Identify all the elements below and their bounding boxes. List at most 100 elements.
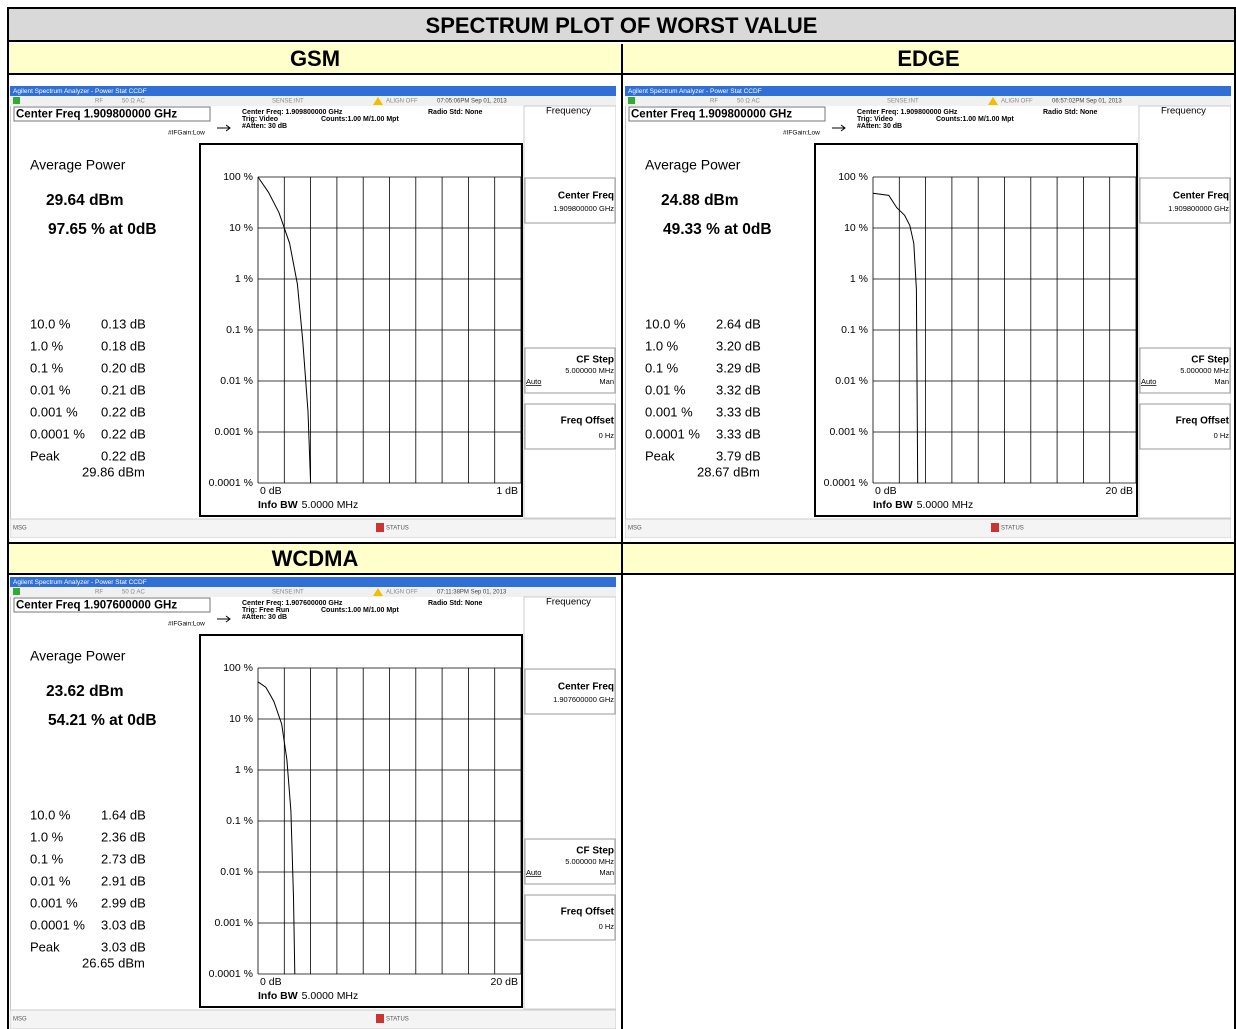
softkey-value: 1.907600000 GHz <box>553 695 614 704</box>
status-icon <box>991 523 999 532</box>
stat-label: 1.0 % <box>30 829 64 844</box>
softkey-button[interactable] <box>1139 403 1231 450</box>
timestamp: 06:57:02PM Sep 01, 2013 <box>1052 99 1122 105</box>
stat-value: 1.64 dB <box>101 807 146 822</box>
x-axis-start: 0 dB <box>260 485 282 497</box>
radio-std: Radio Std: None <box>428 600 483 607</box>
average-power: 29.64 dBm <box>46 192 124 209</box>
table-title: SPECTRUM PLOT OF WORST VALUE <box>9 9 1234 42</box>
stat-label: 0.01 % <box>30 873 71 888</box>
status-icon <box>376 1014 384 1023</box>
softkey-button[interactable] <box>1139 177 1231 224</box>
message-bar <box>625 518 1231 538</box>
table-frame <box>7 7 1236 1029</box>
info-bw: Info BW 5.0000 MHz <box>258 990 358 1002</box>
rf-label: RF <box>95 99 103 105</box>
at-0db: 54.21 % at 0dB <box>48 712 157 729</box>
analyzer-screenshot: Agilent Spectrum Analyzer - Power Stat C… <box>10 86 616 538</box>
center-freq-detail: Center Freq: 1.909800000 GHz <box>242 109 343 116</box>
input-label: 50 Ω AC <box>737 99 760 105</box>
stat-label: 1.0 % <box>645 338 679 353</box>
stat-label: Peak <box>645 448 675 463</box>
softkey-button[interactable] <box>524 403 616 450</box>
atten: #Atten: 30 dB <box>857 123 902 130</box>
trig: Trig: Video <box>857 116 893 123</box>
lxi-icon <box>13 588 20 595</box>
msg-label: MSG <box>628 526 642 532</box>
warning-icon <box>988 97 998 105</box>
stat-value: 3.33 dB <box>716 404 761 419</box>
softkey-label: CF Step <box>576 846 614 857</box>
softkey-option: Man <box>1214 377 1229 386</box>
softkey-option: Auto <box>1141 377 1156 386</box>
radio-std: Radio Std: None <box>1043 109 1098 116</box>
stat-label: 0.0001 % <box>30 917 85 932</box>
softkey-option: Man <box>599 377 614 386</box>
stat-value: 3.32 dB <box>716 382 761 397</box>
warning-icon <box>373 588 383 596</box>
stat-value: 0.22 dB <box>101 404 146 419</box>
stat-value: 2.91 dB <box>101 873 146 888</box>
softkey-title: Frequency <box>1161 106 1206 117</box>
x-axis-start: 0 dB <box>260 976 282 988</box>
softkey-button[interactable] <box>524 894 616 941</box>
center-freq-detail: Center Freq: 1.909800000 GHz <box>857 109 958 116</box>
center-freq-box <box>628 106 826 122</box>
column-divider <box>621 75 623 1029</box>
stat-label: 10.0 % <box>30 316 71 331</box>
lxi-icon <box>13 97 20 104</box>
softkey-value: 5.000000 MHz <box>565 366 614 375</box>
info-bw-value: 5.0000 MHz <box>302 499 359 511</box>
stat-label: 1.0 % <box>30 338 64 353</box>
window-title: Agilent Spectrum Analyzer - Power Stat C… <box>13 579 147 586</box>
sense-label: SENSE:INT <box>272 590 304 596</box>
y-axis-label: 100 % <box>838 171 868 183</box>
softkey-button[interactable] <box>524 347 616 394</box>
peak-power: 29.86 dBm <box>82 464 145 479</box>
atten: #Atten: 30 dB <box>242 123 287 130</box>
center-freq-box <box>13 106 211 122</box>
stat-value: 3.20 dB <box>716 338 761 353</box>
softkey-button[interactable] <box>524 838 616 885</box>
stat-value: 3.03 dB <box>101 917 146 932</box>
info-bw: Info BW 5.0000 MHz <box>873 499 973 511</box>
sense-label: SENSE:INT <box>887 99 919 105</box>
softkey-button[interactable] <box>524 668 616 715</box>
info-bw-value: 5.0000 MHz <box>302 990 359 1002</box>
msg-label: MSG <box>13 526 27 532</box>
softkey-button[interactable] <box>524 177 616 224</box>
stat-label: 0.01 % <box>30 382 71 397</box>
y-axis-label: 0.001 % <box>214 917 253 929</box>
radio-std: Radio Std: None <box>428 109 483 116</box>
stat-label: 10.0 % <box>645 316 686 331</box>
center-freq: Center Freq 1.909800000 GHz <box>631 109 792 121</box>
message-bar <box>10 1009 616 1029</box>
y-axis-label: 10 % <box>844 222 868 234</box>
rf-label: RF <box>710 99 718 105</box>
status-bar <box>10 96 616 106</box>
softkey-value: 1.909800000 GHz <box>1168 204 1229 213</box>
rf-label: RF <box>95 590 103 596</box>
x-axis-end: 20 dB <box>491 976 518 988</box>
y-axis-label: 0.0001 % <box>824 477 868 489</box>
softkey-label: Freq Offset <box>561 907 615 918</box>
y-axis-label: 1 % <box>850 273 868 285</box>
y-axis-label: 0.1 % <box>226 324 253 336</box>
title-bar <box>10 86 616 96</box>
column-header: WCDMA <box>9 544 621 575</box>
stat-label: 0.001 % <box>645 404 693 419</box>
trig: Trig: Video <box>242 116 278 123</box>
stat-value: 3.03 dB <box>101 939 146 954</box>
msg-label: MSG <box>13 1017 27 1023</box>
info-bw: Info BW 5.0000 MHz <box>258 499 358 511</box>
softkey-button[interactable] <box>1139 347 1231 394</box>
softkey-value: 0 Hz <box>599 431 615 440</box>
title-bar <box>10 577 616 587</box>
average-power-label: Average Power <box>645 157 741 173</box>
softkey-title: Frequency <box>546 597 591 608</box>
analyzer-screenshot: Agilent Spectrum Analyzer - Power Stat C… <box>10 577 616 1029</box>
info-bw-label: Info BW <box>873 499 913 511</box>
status-label: STATUS <box>1001 526 1024 532</box>
window-title: Agilent Spectrum Analyzer - Power Stat C… <box>13 88 147 95</box>
average-power-label: Average Power <box>30 648 126 664</box>
